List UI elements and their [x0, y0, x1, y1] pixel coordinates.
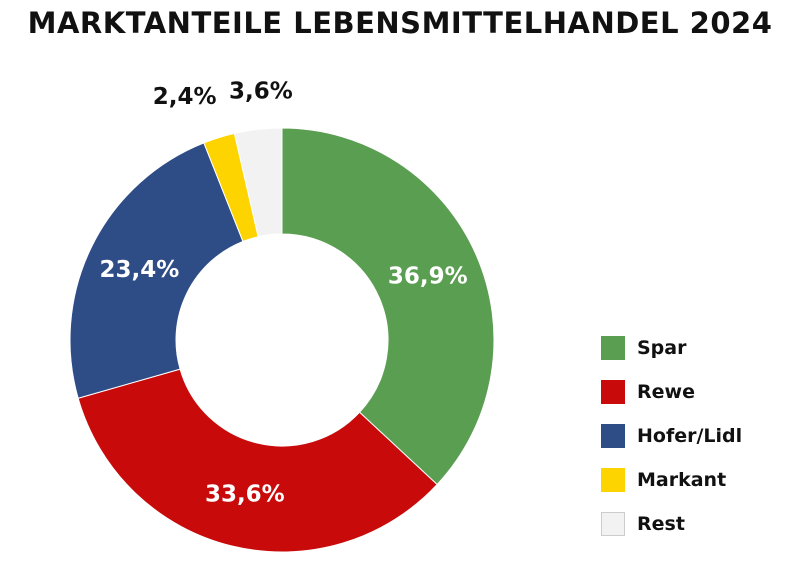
legend-item-rest: Rest: [601, 502, 742, 546]
slice-label-rewe: 33,6%: [205, 482, 285, 508]
chart-title: MARKTANTEILE LEBENSMITTELHANDEL 2024: [27, 6, 773, 40]
slice-rewe: [77, 368, 438, 553]
slice-spar: [281, 127, 495, 486]
legend-label-spar: Spar: [637, 337, 687, 359]
legend-swatch-spar: [601, 336, 625, 360]
legend-label-markant: Markant: [637, 469, 727, 491]
slice-label-rest: 3,6%: [229, 79, 293, 105]
slice-rest: [233, 127, 283, 238]
slice-labels: 36,9% 33,6% 23,4% 2,4% 3,6%: [99, 79, 467, 508]
slice-label-spar: 36,9%: [388, 264, 468, 290]
slice-label-markant: 2,4%: [153, 84, 217, 110]
legend-swatch-hofer-lidl: [601, 424, 625, 448]
slice-hofer-lidl: [69, 142, 244, 399]
legend-label-rewe: Rewe: [637, 381, 695, 403]
legend-item-spar: Spar: [601, 326, 742, 370]
legend-swatch-rewe: [601, 380, 625, 404]
legend: Spar Rewe Hofer/Lidl Markant Rest: [601, 326, 742, 546]
legend-item-hofer-lidl: Hofer/Lidl: [601, 414, 742, 458]
legend-swatch-rest: [601, 512, 625, 536]
legend-label-hofer-lidl: Hofer/Lidl: [637, 425, 743, 447]
legend-swatch-markant: [601, 468, 625, 492]
slice-label-hofer-lidl: 23,4%: [99, 257, 179, 283]
legend-item-markant: Markant: [601, 458, 742, 502]
legend-label-rest: Rest: [637, 513, 685, 535]
donut-slices: [69, 127, 495, 553]
legend-item-rewe: Rewe: [601, 370, 742, 414]
